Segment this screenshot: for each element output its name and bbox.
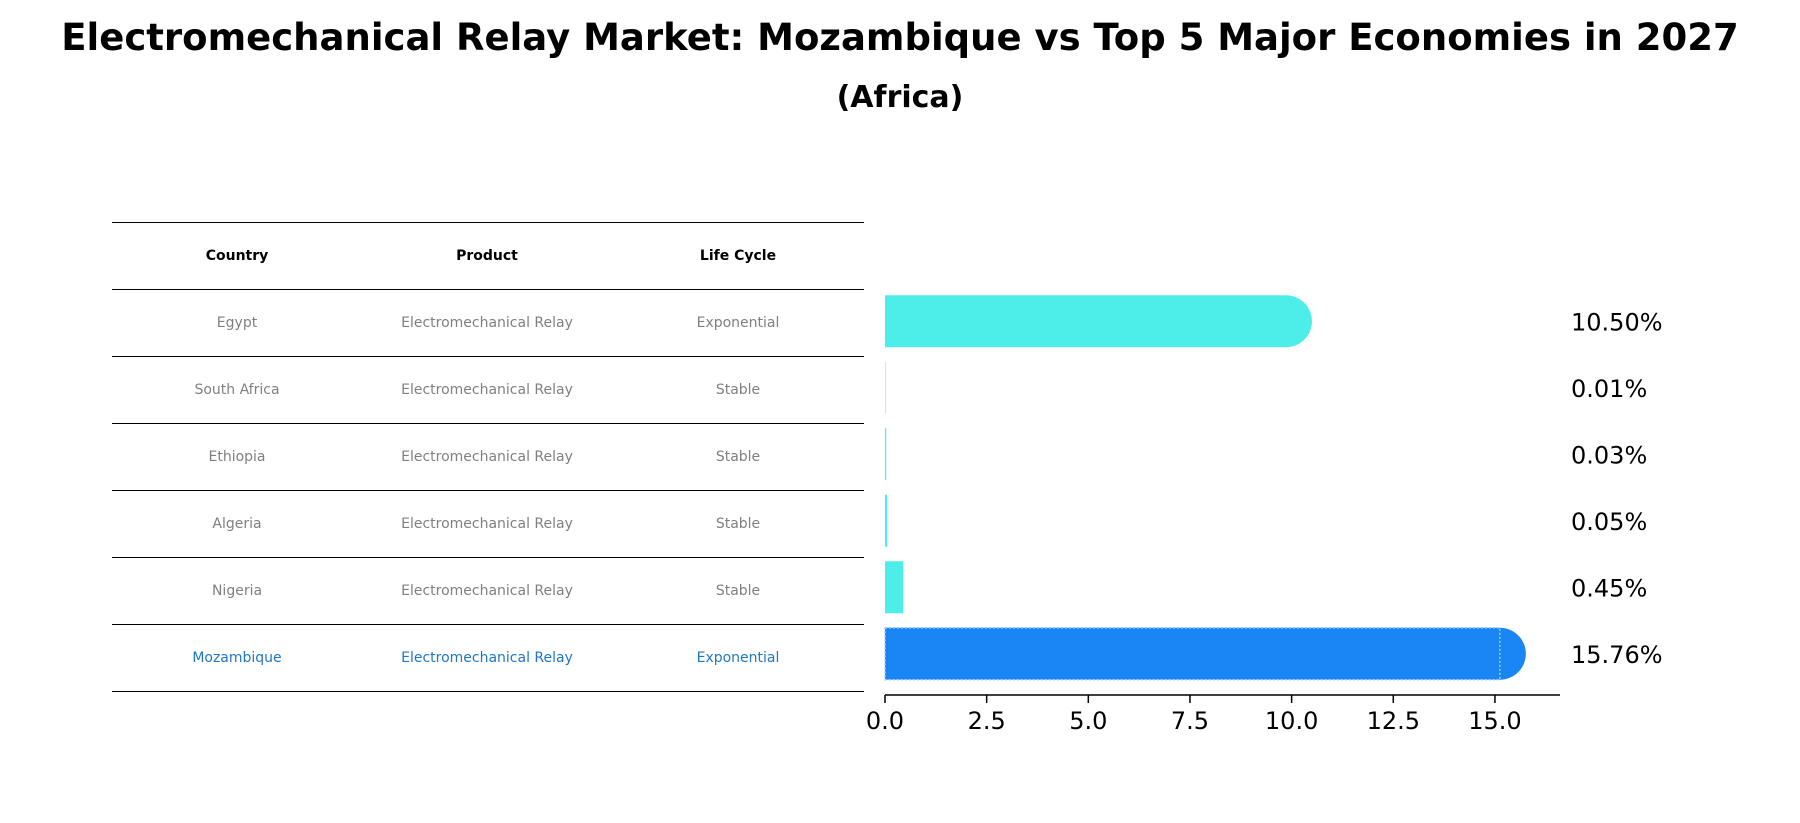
- table-cell-life-cycle: Stable: [612, 356, 864, 424]
- chart-title: Electromechanical Relay Market: Mozambiq…: [61, 16, 1739, 59]
- table-cell-product: Electromechanical Relay: [362, 557, 612, 625]
- table-cell-country: Egypt: [112, 289, 362, 357]
- bar-nigeria: [885, 561, 904, 614]
- table-cell-country: Mozambique: [112, 624, 362, 692]
- table-cell-product: Electromechanical Relay: [362, 624, 612, 692]
- x-tick-label: 5.0: [1069, 707, 1107, 735]
- table-cell-country: Ethiopia: [112, 423, 362, 491]
- table-header-row: Country Product Life Cycle: [112, 222, 864, 290]
- bar-mozambique: [885, 627, 1526, 680]
- x-tick-label: 0.0: [866, 707, 904, 735]
- bar-south-africa: [885, 361, 886, 414]
- bar-value-label: 0.45%: [1571, 574, 1647, 602]
- chart-subtitle: (Africa): [836, 80, 964, 115]
- table-cell-product: Electromechanical Relay: [362, 423, 612, 491]
- table-cell-product: Electromechanical Relay: [362, 356, 612, 424]
- table-cell-country: Algeria: [112, 490, 362, 558]
- data-table: Country Product Life Cycle Egypt Electro…: [112, 222, 864, 692]
- table-header-country: Country: [112, 222, 362, 290]
- bar-value-label: 0.01%: [1571, 375, 1647, 403]
- table-header-life-cycle: Life Cycle: [612, 222, 864, 290]
- x-tick-label: 7.5: [1171, 707, 1209, 735]
- table-cell-product: Electromechanical Relay: [362, 490, 612, 558]
- table-cell-life-cycle: Exponential: [612, 624, 864, 692]
- table-cell-life-cycle: Stable: [612, 557, 864, 625]
- bar-value-label: 15.76%: [1571, 641, 1663, 669]
- table-cell-country: South Africa: [112, 356, 362, 424]
- table-row: Ethiopia Electromechanical Relay Stable: [112, 423, 864, 491]
- table-row: South Africa Electromechanical Relay Sta…: [112, 356, 864, 424]
- table-row: Egypt Electromechanical Relay Exponentia…: [112, 289, 864, 357]
- bar-ethiopia: [885, 428, 887, 481]
- x-tick-label: 12.5: [1367, 707, 1420, 735]
- bar-value-label: 10.50%: [1571, 308, 1663, 336]
- x-tick-label: 10.0: [1265, 707, 1318, 735]
- bar-egypt: [885, 295, 1312, 348]
- bar-value-label: 0.03%: [1571, 441, 1647, 469]
- x-tick-label: 15.0: [1468, 707, 1521, 735]
- x-tick-label: 2.5: [968, 707, 1006, 735]
- table-cell-country: Nigeria: [112, 557, 362, 625]
- table-cell-life-cycle: Stable: [612, 490, 864, 558]
- table-cell-life-cycle: Exponential: [612, 289, 864, 357]
- table-cell-life-cycle: Stable: [612, 423, 864, 491]
- table-header-product: Product: [362, 222, 612, 290]
- table-row: Nigeria Electromechanical Relay Stable: [112, 557, 864, 625]
- bar-value-label: 0.05%: [1571, 508, 1647, 536]
- bar-algeria: [885, 494, 888, 547]
- table-row-highlight: Mozambique Electromechanical Relay Expon…: [112, 624, 864, 692]
- table-row: Algeria Electromechanical Relay Stable: [112, 490, 864, 558]
- bar-highlight-outline: [884, 627, 1501, 681]
- table-cell-product: Electromechanical Relay: [362, 289, 612, 357]
